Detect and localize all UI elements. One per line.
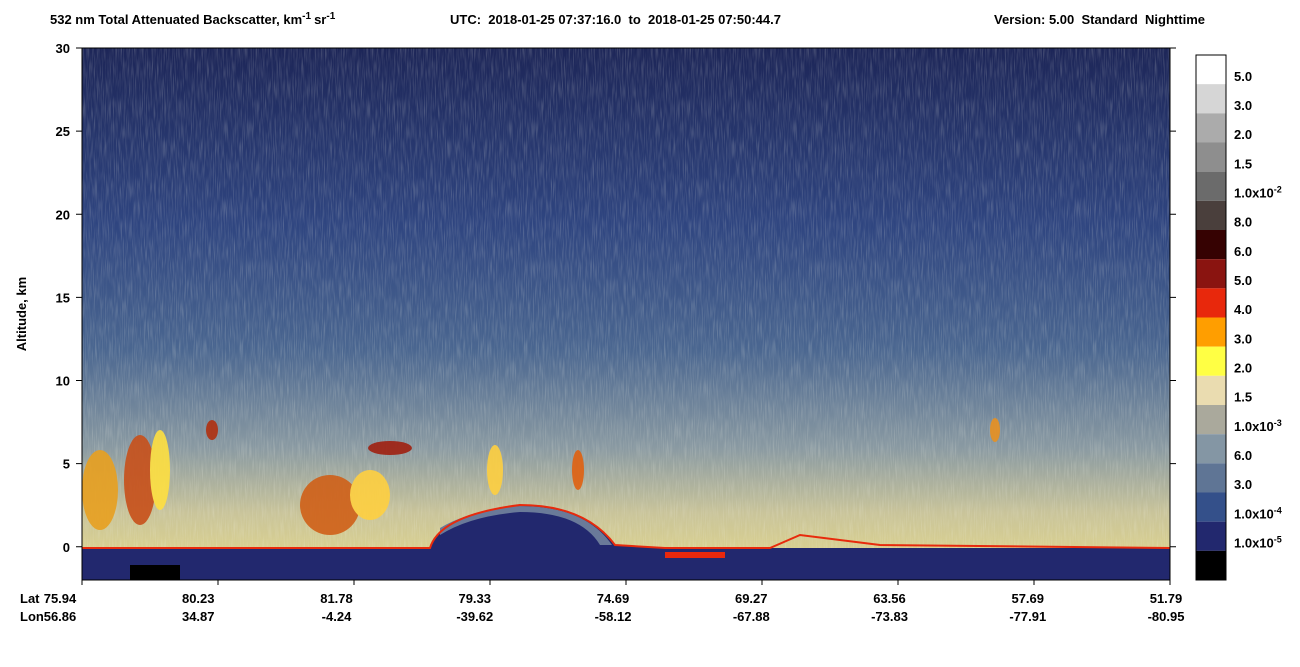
colorbar-label: 4.0: [1234, 302, 1252, 317]
surface-line: [82, 503, 1171, 549]
colorbar-label: 2.0: [1234, 361, 1252, 376]
noise-texture: [82, 48, 1170, 548]
x-tick-label: 57.69: [1011, 591, 1044, 606]
colorbar-label: 6.0: [1234, 448, 1252, 463]
colorbar-label: 1.0x10-2: [1234, 185, 1282, 201]
colorbar-swatch: [1196, 346, 1226, 376]
x-tick-label: -4.24: [322, 609, 352, 624]
colorbar-label: 3.0: [1234, 331, 1252, 346]
colorbar-label: 1.5: [1234, 390, 1252, 405]
colorbar-swatch: [1196, 84, 1226, 114]
x-row-name: Lon: [20, 609, 44, 624]
colorbar-swatch: [1196, 521, 1226, 551]
x-tick-label: -80.95: [1148, 609, 1185, 624]
colorbar-swatch: [1196, 259, 1226, 289]
colorbar-swatch: [1196, 200, 1226, 230]
colorbar-label: 1.5: [1234, 156, 1252, 171]
colorbar-label-exp: -3: [1274, 418, 1282, 428]
x-tick-label: 56.86: [44, 609, 77, 624]
x-tick-label: 80.23: [182, 591, 215, 606]
colorbar-label: 5.0: [1234, 273, 1252, 288]
x-tick-label: -58.12: [595, 609, 632, 624]
x-tick-label: -39.62: [456, 609, 493, 624]
colorbar-label-base: 1.0x10: [1234, 506, 1274, 521]
surface-return: [665, 552, 725, 558]
colorbar-label: 6.0: [1234, 244, 1252, 259]
colorbar-label: 5.0: [1234, 69, 1252, 84]
y-tick-label: 10: [56, 374, 70, 389]
colorbar-label-base: 1.0x10: [1234, 419, 1274, 434]
no-signal: [130, 565, 180, 580]
colorbar-swatch: [1196, 113, 1226, 143]
y-tick-label: 5: [63, 457, 70, 472]
colorbar-swatch: [1196, 405, 1226, 435]
ground: [82, 505, 1170, 580]
colorbar-label: 1.0x10-4: [1234, 505, 1282, 521]
utc-range: UTC: 2018-01-25 07:37:16.0 to 2018-01-25…: [450, 12, 781, 27]
clouds: [82, 418, 1000, 535]
y-tick-label: 25: [56, 124, 70, 139]
colorbar-label: 1.0x10-5: [1234, 535, 1282, 551]
plot-area: [81, 47, 1171, 581]
y-tick-label: 20: [56, 207, 70, 222]
x-tick-label: -77.91: [1009, 609, 1046, 624]
chart-title: 532 nm Total Attenuated Backscatter, km-…: [50, 11, 336, 27]
x-tick-label: 79.33: [458, 591, 491, 606]
colorbar-swatch: [1196, 142, 1226, 172]
colorbar-label: 1.0x10-3: [1234, 418, 1282, 434]
colorbar-swatch: [1196, 171, 1226, 201]
colorbar-frame: [1195, 54, 1227, 581]
y-tick-label: 15: [56, 290, 70, 305]
colorbar-swatch: [1196, 492, 1226, 522]
x-tick-label: 69.27: [735, 591, 768, 606]
colorbar-label-exp: -4: [1274, 505, 1282, 515]
colorbar-swatch: [1196, 230, 1226, 260]
x-tick-label: -67.88: [733, 609, 770, 624]
colorbar-swatch: [1196, 550, 1226, 580]
colorbar-label-base: 1.0x10: [1234, 186, 1274, 201]
colorbar-swatch: [1196, 288, 1226, 318]
colorbar-label: 2.0: [1234, 127, 1252, 142]
colorbar-label: 3.0: [1234, 98, 1252, 113]
x-tick-label: 63.56: [873, 591, 906, 606]
y-axis-label: Altitude, km: [14, 277, 29, 351]
colorbar-swatch: [1196, 434, 1226, 464]
colorbar-swatch: [1196, 375, 1226, 405]
colorbar-label-exp: -5: [1274, 535, 1282, 545]
colorbar-swatch: [1196, 463, 1226, 493]
colorbar-swatch: [1196, 55, 1226, 85]
y-tick-label: 30: [56, 41, 70, 56]
x-tick-label: -73.83: [871, 609, 908, 624]
y-tick-label: 0: [63, 540, 70, 555]
x-tick-label: 51.79: [1150, 591, 1183, 606]
x-row-name: Lat: [20, 591, 40, 606]
x-tick-label: 74.69: [597, 591, 630, 606]
colorbar-label: 3.0: [1234, 477, 1252, 492]
colorbar-label-base: 1.0x10: [1234, 536, 1274, 551]
x-tick-label: 34.87: [182, 609, 215, 624]
colorbar-swatch: [1196, 317, 1226, 347]
colorbar-label-exp: -2: [1274, 185, 1282, 195]
x-tick-label: 75.94: [44, 591, 77, 606]
ice-signal: [440, 506, 612, 545]
x-tick-label: 81.78: [320, 591, 353, 606]
version: Version: 5.00 Standard Nighttime: [994, 12, 1205, 27]
colorbar-label: 8.0: [1234, 215, 1252, 230]
